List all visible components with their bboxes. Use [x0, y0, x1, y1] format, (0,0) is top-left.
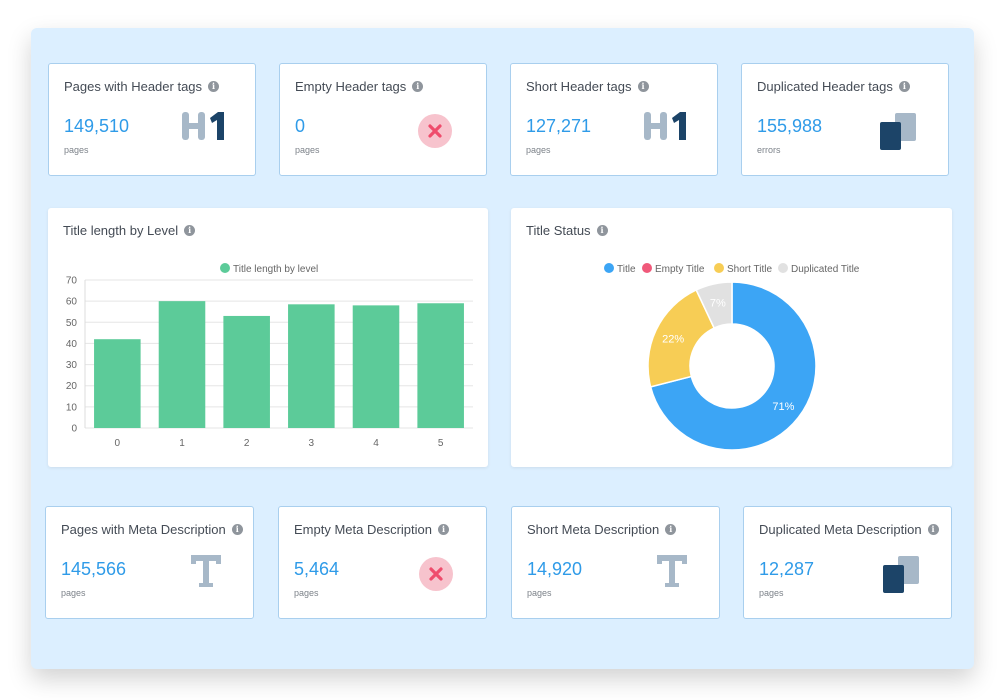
stat-value: 12,287	[759, 559, 815, 579]
bar[interactable]	[158, 301, 206, 428]
bar[interactable]	[352, 305, 400, 428]
x-tick-label: 4	[373, 438, 379, 449]
stat-unit: pages	[526, 145, 551, 155]
stat-card-short-header-tags[interactable]: Short Header tags i 127,271 pages	[510, 63, 718, 176]
legend-label: Title length by level	[233, 264, 318, 275]
legend-item[interactable]: Title	[604, 263, 636, 275]
legend-swatch	[714, 263, 724, 273]
stat-unit: pages	[61, 588, 86, 598]
card-title: Empty Meta Description i	[294, 522, 449, 537]
h1-icon	[644, 112, 686, 140]
info-icon[interactable]: i	[596, 225, 608, 236]
legend-swatch	[604, 263, 614, 273]
card-title: Pages with Meta Description i	[61, 522, 243, 537]
slice-label: 71%	[772, 401, 794, 413]
error-x-icon	[418, 114, 452, 148]
stat-unit: pages	[759, 588, 784, 598]
legend-swatch	[778, 263, 788, 273]
x-tick-label: 1	[179, 438, 185, 449]
info-icon[interactable]: i	[184, 225, 196, 236]
card-title: Duplicated Meta Description i	[759, 522, 939, 537]
legend-swatch	[642, 263, 652, 273]
info-icon[interactable]: i	[927, 524, 939, 535]
legend-label: Short Title	[727, 264, 772, 275]
stat-card-duplicated-meta-description[interactable]: Duplicated Meta Description i 12,287 page…	[743, 506, 952, 619]
slice-label: 22%	[662, 333, 684, 345]
card-title: Title length by Level i	[63, 223, 196, 238]
duplicate-icon	[880, 113, 916, 150]
stat-card-duplicated-header-tags[interactable]: Duplicated Header tags i 155,988 errors	[741, 63, 949, 176]
bar[interactable]	[94, 339, 141, 428]
slice-label: 7%	[710, 298, 726, 310]
stat-card-short-meta-description[interactable]: Short Meta Description i 14,920 pages	[511, 506, 720, 619]
y-tick-label: 30	[66, 360, 78, 371]
bar[interactable]	[223, 315, 270, 428]
stat-card-empty-meta-description[interactable]: Empty Meta Description i 5,464 pages	[278, 506, 487, 619]
bar-chart-card: Title length by Level i Title length by l…	[48, 208, 488, 467]
text-t-icon	[191, 555, 221, 587]
bar[interactable]	[288, 304, 335, 428]
donut-slice[interactable]	[695, 281, 733, 329]
y-tick-label: 40	[66, 339, 78, 350]
y-tick-label: 20	[66, 381, 78, 392]
card-title: Short Meta Description i	[527, 522, 677, 537]
stat-unit: pages	[295, 145, 320, 155]
x-tick-label: 5	[438, 438, 444, 449]
legend-item[interactable]: Empty Title	[642, 263, 705, 275]
legend-swatch	[220, 263, 230, 273]
card-title: Short Header tags i	[526, 79, 649, 94]
y-tick-label: 60	[66, 297, 78, 308]
stat-value: 14,920	[527, 559, 583, 579]
donut-slice[interactable]	[647, 288, 716, 388]
legend-item[interactable]: Duplicated Title	[778, 263, 860, 275]
info-icon[interactable]: i	[231, 524, 243, 535]
h1-icon	[182, 112, 224, 140]
text-t-icon	[657, 555, 687, 587]
info-icon[interactable]: i	[637, 81, 649, 92]
donut-slice[interactable]	[649, 281, 817, 451]
stat-card-empty-header-tags[interactable]: Empty Header tags i 0 pages	[279, 63, 487, 176]
stat-unit: pages	[64, 145, 89, 155]
info-icon[interactable]: i	[208, 81, 220, 92]
info-icon[interactable]: i	[898, 81, 910, 92]
legend-item[interactable]: Short Title	[714, 263, 772, 275]
donut-chart-card: Title Status i Title Empty Title Short Titl…	[511, 208, 952, 467]
y-tick-label: 70	[66, 276, 78, 287]
info-icon[interactable]: i	[665, 524, 677, 535]
stat-value: 127,271	[526, 116, 592, 136]
bar[interactable]	[417, 303, 464, 428]
info-icon[interactable]: i	[438, 524, 449, 535]
stat-value: 149,510	[64, 116, 130, 136]
card-title: Title Status i	[526, 223, 608, 238]
stat-value: 0	[295, 116, 306, 136]
stat-card-pages-with-meta-description[interactable]: Pages with Meta Description i 145,566 pag…	[45, 506, 254, 619]
card-title: Empty Header tags i	[295, 79, 424, 94]
y-tick-label: 0	[71, 424, 77, 435]
error-x-icon	[419, 557, 453, 591]
stat-unit: errors	[757, 145, 781, 155]
x-tick-label: 3	[309, 438, 315, 449]
stat-value: 145,566	[61, 559, 127, 579]
legend-label: Empty Title	[655, 264, 705, 275]
card-title: Pages with Header tags i	[64, 79, 220, 94]
card-title: Duplicated Header tags i	[757, 79, 910, 94]
stat-unit: pages	[527, 588, 552, 598]
legend-label: Title	[617, 264, 636, 275]
x-tick-label: 0	[115, 438, 121, 449]
info-icon[interactable]: i	[412, 81, 424, 92]
stat-value: 155,988	[757, 116, 823, 136]
bar-chart: Title length by level 0 10 20 30 40 50 60 70 0 1 2 3…	[66, 263, 473, 449]
stat-value: 5,464	[294, 559, 340, 579]
legend-label: Duplicated Title	[791, 264, 860, 275]
y-tick-label: 50	[66, 318, 78, 329]
x-tick-label: 2	[244, 438, 250, 449]
donut-chart: Title Empty Title Short Title Duplicated Ti…	[604, 263, 860, 451]
legend-item-title-length[interactable]: Title length by level	[220, 263, 318, 275]
duplicate-icon	[883, 556, 919, 593]
y-tick-label: 10	[66, 402, 78, 413]
stat-card-pages-with-header-tags[interactable]: Pages with Header tags i 149,510 pages	[48, 63, 256, 176]
stat-unit: pages	[294, 588, 319, 598]
dashboard-panel: Pages with Header tags i 149,510 pages Em…	[31, 28, 974, 669]
